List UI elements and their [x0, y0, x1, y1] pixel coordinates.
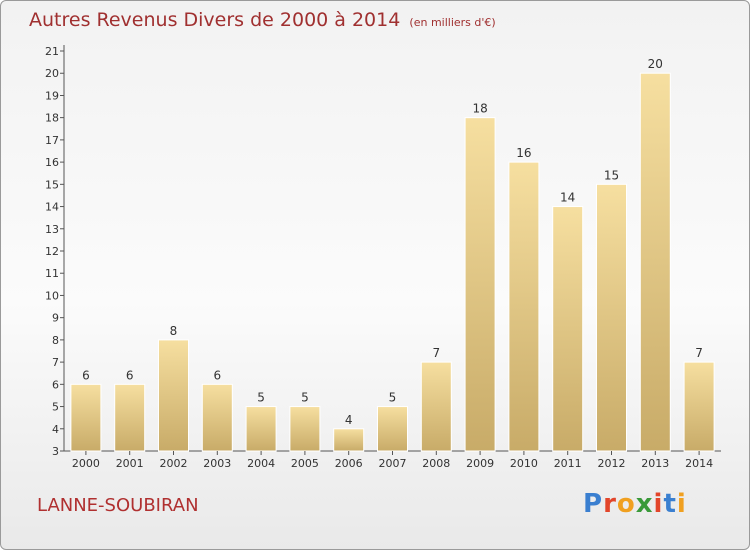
- bar-value-label: 15: [604, 168, 619, 182]
- y-tick-label: 18: [45, 112, 59, 125]
- y-tick-label: 6: [52, 378, 59, 391]
- bar: [158, 339, 189, 452]
- y-tick-label: 9: [52, 312, 59, 325]
- bar: [201, 383, 233, 452]
- x-tick-label: 2014: [685, 457, 713, 470]
- x-tick-label: 2005: [291, 457, 319, 470]
- x-tick-label: 2002: [160, 457, 188, 470]
- y-tick-label: 7: [52, 356, 59, 369]
- bar: [552, 206, 584, 452]
- bar: [683, 361, 715, 452]
- y-tick-label: 8: [52, 334, 59, 347]
- x-tick-label: 2006: [335, 457, 363, 470]
- bar-value-label: 7: [695, 346, 703, 360]
- y-tick-label: 13: [45, 223, 59, 236]
- bar: [508, 161, 540, 452]
- y-tick-label: 3: [52, 445, 59, 458]
- logo-letter: r: [603, 489, 617, 519]
- x-tick-label: 2008: [422, 457, 450, 470]
- logo-letter: P: [583, 489, 604, 519]
- title-main: Autres Revenus Divers de 2000 à 2014: [29, 9, 401, 31]
- proxiti-logo: Proxiti: [583, 489, 687, 519]
- y-tick-label: 19: [45, 89, 59, 102]
- bar-value-label: 20: [648, 57, 663, 71]
- title-unit: (en milliers d'€): [409, 16, 496, 29]
- location-label: LANNE-SOUBIRAN: [37, 495, 199, 516]
- logo-letter: i: [653, 489, 664, 519]
- bar: [245, 406, 277, 452]
- bar: [464, 117, 496, 452]
- x-tick-label: 2007: [379, 457, 407, 470]
- x-tick-label: 2009: [466, 457, 494, 470]
- x-tick-label: 2011: [554, 457, 582, 470]
- logo-letter: o: [616, 489, 636, 519]
- bar-value-label: 4: [345, 413, 353, 427]
- y-tick-label: 4: [52, 423, 59, 436]
- bar-value-label: 8: [170, 324, 178, 338]
- x-tick-label: 2000: [72, 457, 100, 470]
- bar-value-label: 5: [257, 391, 265, 405]
- bar-value-label: 6: [82, 368, 90, 382]
- bar-value-label: 6: [126, 368, 134, 382]
- bar-value-label: 14: [560, 191, 575, 205]
- bar-value-label: 7: [432, 346, 440, 360]
- bar: [639, 72, 671, 452]
- y-tick-label: 20: [45, 67, 59, 80]
- x-tick-label: 2001: [116, 457, 144, 470]
- y-tick-label: 11: [45, 267, 59, 280]
- bar: [333, 428, 365, 452]
- bar-value-label: 18: [472, 102, 487, 116]
- y-tick-label: 17: [45, 134, 59, 147]
- x-tick-label: 2003: [203, 457, 231, 470]
- y-tick-label: 14: [45, 201, 59, 214]
- y-tick-label: 15: [45, 178, 59, 191]
- bar: [377, 406, 408, 452]
- y-tick-label: 21: [45, 45, 59, 58]
- y-tick-label: 16: [45, 156, 59, 169]
- bar-value-label: 16: [516, 146, 531, 160]
- bar: [596, 183, 627, 452]
- bar: [289, 406, 321, 452]
- x-tick-label: 2010: [510, 457, 538, 470]
- x-tick-label: 2004: [247, 457, 275, 470]
- y-tick-label: 10: [45, 289, 59, 302]
- logo-letter: t: [663, 489, 677, 519]
- bar: [70, 383, 102, 452]
- bar: [420, 361, 452, 452]
- x-tick-label: 2012: [598, 457, 626, 470]
- bar-value-label: 5: [389, 391, 397, 405]
- chart-title: Autres Revenus Divers de 2000 à 2014 (en…: [29, 9, 496, 31]
- y-tick-label: 12: [45, 245, 59, 258]
- bar-value-label: 6: [213, 368, 221, 382]
- x-tick-label: 2013: [641, 457, 669, 470]
- bar: [114, 383, 146, 452]
- bar-value-label: 5: [301, 391, 309, 405]
- logo-letter: i: [676, 489, 687, 519]
- logo-letter: x: [635, 489, 654, 519]
- y-tick-label: 5: [52, 401, 59, 414]
